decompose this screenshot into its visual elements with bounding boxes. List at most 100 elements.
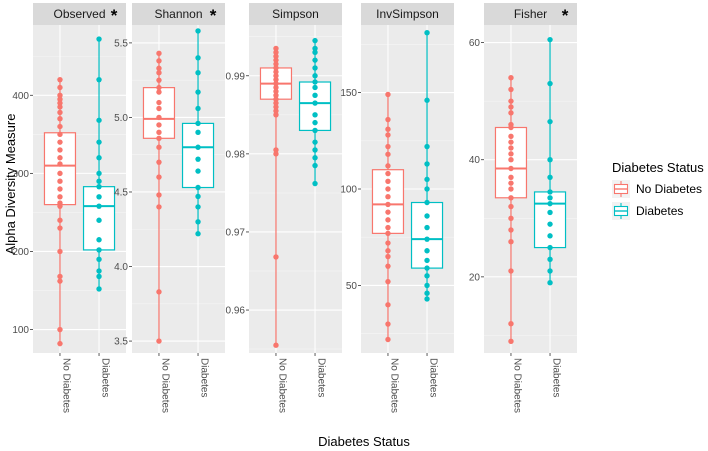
- y-tick-label: 100: [340, 185, 357, 196]
- data-point: [195, 184, 201, 191]
- box-no-diabetes: [371, 91, 405, 343]
- panel-shannon: Shannon * 3.5 4.0 4.5 5.0 5.5 No Diabetes Diabet…: [114, 3, 225, 413]
- panel-strip: [484, 3, 577, 25]
- data-point: [195, 156, 201, 162]
- data-point: [508, 174, 514, 180]
- x-tick-label: No Diabetes: [159, 358, 170, 413]
- panel-observed: Observed * 100 200 300 400 No Diabetes Diabetes: [12, 3, 126, 413]
- data-point: [57, 116, 63, 122]
- data-point: [312, 65, 318, 71]
- data-point: [156, 144, 162, 150]
- data-point: [57, 186, 63, 192]
- data-point: [508, 180, 514, 186]
- data-point: [312, 49, 318, 56]
- data-point: [195, 168, 201, 174]
- panel-strip-label: Observed: [53, 7, 105, 21]
- data-point: [156, 129, 162, 136]
- data-point: [312, 180, 318, 187]
- data-point: [96, 178, 102, 184]
- data-point: [312, 100, 318, 106]
- data-point: [508, 186, 514, 192]
- data-point: [96, 237, 102, 243]
- data-point: [273, 80, 279, 87]
- data-point: [547, 280, 553, 286]
- data-point: [96, 183, 102, 190]
- data-point: [547, 244, 553, 251]
- data-point: [385, 248, 391, 254]
- data-point: [96, 117, 102, 123]
- data-point: [508, 157, 514, 163]
- data-point: [312, 112, 318, 118]
- y-tick-label: 0.97: [226, 227, 246, 238]
- data-point: [195, 70, 201, 76]
- data-point: [385, 132, 391, 138]
- panel-strip: [249, 3, 342, 25]
- data-point: [57, 161, 63, 167]
- data-point: [508, 338, 514, 344]
- data-point: [156, 99, 162, 106]
- data-point: [547, 195, 553, 201]
- data-point: [195, 120, 201, 127]
- data-point: [424, 282, 430, 289]
- data-point: [547, 268, 553, 274]
- data-point: [547, 80, 553, 87]
- y-tick-label: 100: [12, 325, 29, 336]
- data-point: [312, 147, 318, 153]
- data-point: [156, 192, 162, 198]
- x-axis-title: Diabetes Status: [318, 434, 410, 449]
- data-point: [273, 61, 279, 67]
- legend-item: Diabetes: [612, 202, 683, 220]
- data-point: [424, 248, 430, 254]
- data-point: [508, 98, 514, 104]
- data-point: [57, 76, 63, 83]
- data-point: [547, 157, 553, 163]
- data-point: [273, 254, 279, 260]
- data-point: [424, 161, 430, 167]
- data-point: [156, 77, 162, 83]
- data-point: [273, 53, 279, 59]
- data-point: [195, 55, 201, 61]
- x-tick-label: Diabetes: [428, 358, 439, 397]
- data-point: [273, 96, 279, 102]
- data-point: [508, 215, 514, 221]
- data-point: [424, 290, 430, 296]
- data-point: [508, 104, 514, 110]
- data-point: [57, 170, 63, 177]
- data-point: [424, 30, 430, 36]
- panel-simpson: Simpson 0.96 0.97 0.98 0.99 No Diabetes Diabet…: [226, 3, 342, 413]
- y-tick-label: 5.5: [114, 38, 128, 49]
- data-point: [195, 231, 201, 237]
- data-point: [385, 230, 391, 237]
- y-tick-label: 5.0: [114, 113, 128, 124]
- data-point: [385, 126, 391, 132]
- y-tick-label: 4.5: [114, 187, 128, 198]
- data-point: [385, 91, 391, 98]
- legend-title: Diabetes Status: [612, 160, 704, 175]
- data-point: [57, 84, 63, 91]
- data-point: [195, 204, 201, 210]
- box-diabetes: [410, 30, 444, 302]
- data-point: [273, 100, 279, 106]
- data-point: [57, 178, 63, 184]
- panel-strip-label: Simpson: [272, 7, 319, 21]
- data-point: [424, 186, 430, 192]
- panels-layer: Observed * 100 200 300 400 No Diabetes Diabetes…: [12, 3, 577, 413]
- y-tick-label: 20: [469, 272, 481, 283]
- y-tick-label: 200: [12, 247, 29, 258]
- data-point: [312, 92, 318, 98]
- data-point: [195, 144, 201, 150]
- box-diabetes: [533, 36, 567, 286]
- data-point: [312, 79, 318, 85]
- box-no-diabetes: [142, 50, 176, 344]
- y-tick-label: 40: [469, 155, 481, 166]
- data-point: [57, 155, 63, 161]
- data-point: [156, 159, 162, 165]
- data-point: [96, 273, 102, 280]
- data-point: [273, 342, 279, 348]
- data-point: [96, 36, 102, 42]
- data-point: [547, 36, 553, 43]
- data-point: [273, 104, 279, 110]
- data-point: [385, 186, 391, 192]
- data-point: [96, 256, 102, 262]
- data-point: [385, 321, 391, 327]
